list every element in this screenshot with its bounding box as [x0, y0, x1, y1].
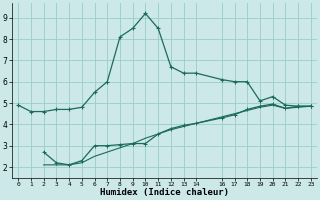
X-axis label: Humidex (Indice chaleur): Humidex (Indice chaleur) [100, 188, 229, 197]
